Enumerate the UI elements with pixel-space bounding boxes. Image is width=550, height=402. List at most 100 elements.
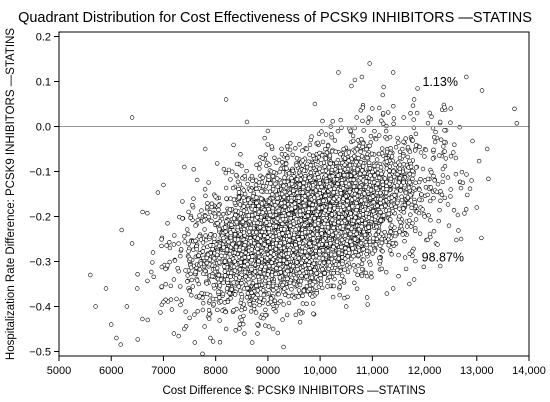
data-point <box>176 333 181 339</box>
data-point <box>201 255 206 261</box>
data-point <box>230 169 235 174</box>
data-point <box>202 187 208 192</box>
data-point <box>512 106 517 112</box>
data-point <box>389 252 394 257</box>
data-point <box>307 241 312 246</box>
data-point <box>364 211 369 216</box>
data-point <box>255 288 261 293</box>
data-point <box>378 165 384 170</box>
data-point <box>458 185 464 191</box>
data-point <box>242 173 248 179</box>
data-point <box>396 140 401 145</box>
data-point <box>266 199 272 204</box>
data-point <box>257 166 262 171</box>
data-point <box>302 203 307 209</box>
data-point <box>233 292 238 297</box>
data-point <box>320 139 326 145</box>
data-point <box>321 198 326 203</box>
data-point <box>277 262 282 267</box>
data-point <box>291 188 296 193</box>
data-point <box>250 178 255 184</box>
data-point <box>347 163 353 168</box>
data-point <box>361 257 366 262</box>
data-point <box>271 288 276 293</box>
data-point <box>335 129 341 134</box>
data-point <box>397 176 402 181</box>
data-point <box>379 118 384 123</box>
data-point <box>328 161 333 166</box>
data-point <box>379 266 384 271</box>
data-point <box>448 120 453 125</box>
data-point <box>448 194 453 199</box>
data-point <box>268 299 273 305</box>
data-point <box>334 177 340 182</box>
data-point <box>241 204 246 209</box>
data-point <box>265 256 270 261</box>
data-point <box>437 153 442 158</box>
data-point <box>293 146 298 151</box>
data-point <box>202 324 207 329</box>
data-point <box>305 213 310 218</box>
data-point <box>292 232 297 238</box>
data-point <box>342 167 348 172</box>
data-point <box>273 271 278 277</box>
data-point <box>264 220 269 225</box>
data-point <box>397 206 402 211</box>
data-point <box>342 172 347 178</box>
data-point <box>359 273 365 279</box>
data-point <box>223 229 228 235</box>
data-point <box>457 124 462 130</box>
data-point <box>229 222 234 228</box>
data-point <box>363 184 368 190</box>
data-point <box>389 223 395 228</box>
data-point <box>401 180 406 185</box>
data-point <box>462 211 467 216</box>
data-point <box>310 153 316 159</box>
data-point <box>228 230 233 235</box>
data-point <box>386 211 391 216</box>
data-point <box>241 195 246 200</box>
data-point <box>196 253 201 258</box>
data-point <box>165 263 170 268</box>
data-point <box>259 196 264 201</box>
data-point <box>388 217 393 222</box>
data-point <box>346 150 352 155</box>
data-point <box>232 232 238 237</box>
data-point <box>425 120 431 126</box>
data-point <box>197 213 202 218</box>
data-point <box>294 216 299 222</box>
data-point <box>372 129 377 134</box>
data-point <box>356 227 362 232</box>
data-point <box>398 224 404 229</box>
data-point <box>367 160 372 166</box>
data-point <box>239 294 245 300</box>
data-point <box>298 218 304 223</box>
data-point <box>238 260 243 265</box>
data-point <box>284 260 289 266</box>
data-point <box>365 302 370 307</box>
data-point <box>268 250 273 255</box>
data-point <box>311 311 316 316</box>
data-point <box>377 255 382 261</box>
data-point <box>433 129 438 135</box>
data-point <box>360 105 365 110</box>
data-point <box>322 221 327 226</box>
data-point <box>311 236 316 241</box>
data-point <box>312 216 317 221</box>
data-point <box>235 224 241 230</box>
data-point <box>260 175 265 181</box>
data-point <box>239 281 244 286</box>
data-point <box>254 178 259 183</box>
data-point <box>393 230 398 236</box>
data-point <box>341 186 346 191</box>
data-point <box>380 146 385 151</box>
data-point <box>359 198 364 203</box>
data-point <box>351 138 356 144</box>
data-point <box>311 255 316 260</box>
data-point <box>281 302 286 307</box>
data-point <box>434 189 440 195</box>
data-point <box>397 214 402 219</box>
data-point <box>413 258 418 264</box>
data-point <box>452 142 457 147</box>
